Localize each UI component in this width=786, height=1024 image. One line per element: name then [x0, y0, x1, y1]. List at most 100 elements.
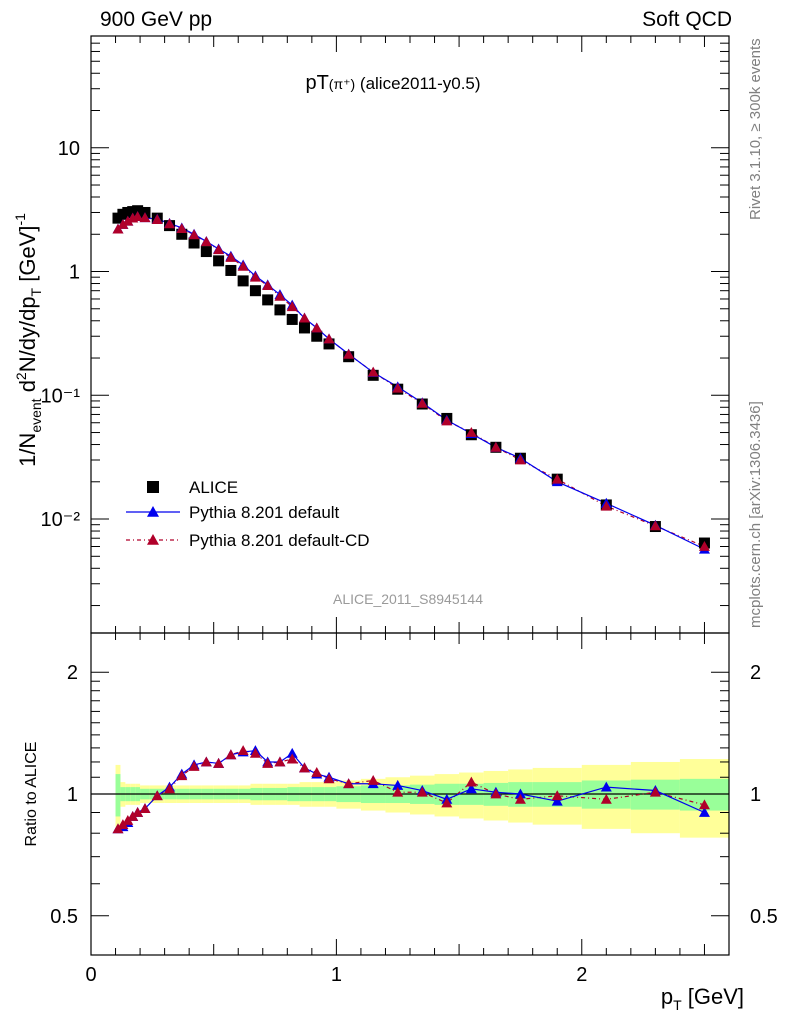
- ratio-point-default-cd: [311, 767, 323, 777]
- ratio-point-default-cd: [200, 756, 212, 767]
- legend-marker-default-cd: [147, 534, 159, 545]
- ratio-point-default-cd: [343, 778, 355, 789]
- data-point-default-cd: [200, 236, 212, 247]
- plot-title-particle: (π⁺): [328, 76, 356, 92]
- ratio-y-tick-label: 2: [67, 662, 78, 684]
- data-point-default-cd: [122, 215, 134, 226]
- ratio-point-default-cd: [249, 747, 261, 758]
- rivet-version-label: Rivet 3.1.10, ≥ 300k events: [747, 38, 764, 220]
- y-tick-label: 10⁻²: [41, 509, 81, 531]
- ratio-point-default-cd: [323, 773, 335, 784]
- legend-marker-default: [147, 506, 159, 517]
- ratio-point-default-cd: [151, 790, 163, 801]
- plot-title: pT(π⁺) (alice2011-y0.5): [0, 72, 786, 95]
- data-point-default-cd: [225, 251, 237, 262]
- data-point-alice: [213, 255, 225, 267]
- ratio-point-default-cd: [262, 757, 274, 768]
- data-point-default-cd: [416, 397, 428, 408]
- ratio-point-default-cd: [298, 762, 310, 773]
- data-point-default-cd: [367, 366, 379, 377]
- data-point-default-cd: [213, 244, 225, 255]
- legend-marker-alice: [147, 481, 159, 493]
- ratio-y-tick-label-right: 0.5: [750, 906, 778, 928]
- data-point-default-cd: [188, 229, 200, 240]
- ratio-point-default-cd: [514, 793, 526, 804]
- ratio-point-default-cd: [698, 799, 710, 810]
- ratio-point-default-cd: [392, 786, 404, 797]
- ratio-point-default-cd: [367, 774, 379, 785]
- data-point-default-cd: [698, 540, 710, 551]
- data-point-alice: [323, 338, 335, 350]
- ratio-y-tick-label: 0.5: [50, 906, 78, 928]
- ratio-y-tick-label-right: 1: [750, 784, 761, 806]
- ratio-point-default: [600, 781, 612, 792]
- uncertainty-band-inner: [115, 774, 121, 817]
- data-point-alice: [176, 228, 188, 240]
- data-point-default-cd: [441, 415, 453, 426]
- data-point-default-cd: [311, 322, 323, 333]
- y-axis-title: 1/Nevent d2N/dy/dpT [GeV]-1: [12, 213, 44, 467]
- ratio-point-default-cd: [490, 788, 502, 799]
- ratio-point-default-cd: [132, 807, 144, 817]
- data-point-default-cd: [262, 280, 274, 290]
- ratio-point-default-cd: [237, 745, 249, 756]
- data-point-default-cd: [139, 212, 151, 223]
- ratio-point-default-cd: [551, 790, 563, 801]
- data-point-alice: [188, 237, 200, 249]
- ratio-y-tick-label-right: 2: [750, 662, 761, 684]
- ratio-point-default-cd: [188, 760, 200, 771]
- data-point-default-cd: [551, 473, 563, 484]
- main-plot-frame: [90, 35, 730, 634]
- legend-label: ALICE: [189, 478, 238, 497]
- data-point-alice: [225, 264, 237, 276]
- data-point-default-cd: [649, 520, 661, 531]
- mcplots-reference-label: mcplots.cern.ch [arXiv:1306.3436]: [747, 401, 764, 628]
- data-point-default-cd: [151, 214, 163, 224]
- y-tick-label: 1: [69, 262, 80, 284]
- data-point-alice: [200, 246, 212, 258]
- data-point-alice: [132, 205, 144, 217]
- ratio-point-default-cd: [225, 749, 237, 760]
- ratio-point-default-cd: [649, 786, 661, 797]
- data-point-default-cd: [600, 500, 612, 511]
- data-point-default-cd: [132, 211, 144, 221]
- data-point-alice: [249, 285, 261, 297]
- data-point-default-cd: [392, 382, 404, 393]
- x-axis-title: pT [GeV]: [661, 984, 744, 1013]
- plot-title-main: pT: [305, 72, 329, 94]
- legend-label: Pythia 8.201 default: [189, 503, 340, 522]
- ratio-point-default-cd: [139, 803, 151, 814]
- ratio-point-default-cd: [164, 783, 176, 794]
- data-point-default-cd: [164, 218, 176, 229]
- ratio-point-default-cd: [416, 786, 428, 797]
- y-tick-label: 10⁻¹: [41, 385, 81, 407]
- data-point-default-cd: [465, 427, 477, 437]
- ratio-point-default: [465, 783, 477, 794]
- ratio-point-default-cd: [176, 770, 188, 781]
- data-point-default-cd: [323, 333, 335, 344]
- data-point-default-cd: [237, 260, 249, 271]
- ratio-y-axis-title: Ratio to ALICE: [23, 742, 40, 847]
- series-line-default: [117, 215, 705, 550]
- ratio-point-default: [392, 779, 404, 790]
- data-point-default-cd: [117, 218, 129, 229]
- data-point-alice: [274, 304, 286, 316]
- data-point-default-cd: [274, 290, 286, 301]
- legend-label: Pythia 8.201 default-CD: [189, 531, 370, 550]
- ratio-y-tick-label: 1: [67, 784, 78, 806]
- ratio-point-default-cd: [600, 793, 612, 804]
- ratio-point-default: [286, 747, 298, 758]
- x-tick-label: 1: [331, 964, 342, 986]
- ratio-point-default: [514, 788, 526, 799]
- data-point-alice: [298, 322, 310, 334]
- x-tick-label: 2: [576, 964, 587, 986]
- data-point-alice: [262, 294, 274, 306]
- data-point-default-cd: [286, 301, 298, 312]
- data-point-default-cd: [514, 454, 526, 465]
- data-point-default-cd: [490, 441, 502, 452]
- analysis-watermark: ALICE_2011_S8945144: [333, 591, 483, 607]
- ratio-point-default-cd: [465, 776, 477, 787]
- plot-title-analysis: (alice2011-y0.5): [359, 74, 481, 93]
- data-point-alice: [311, 330, 323, 342]
